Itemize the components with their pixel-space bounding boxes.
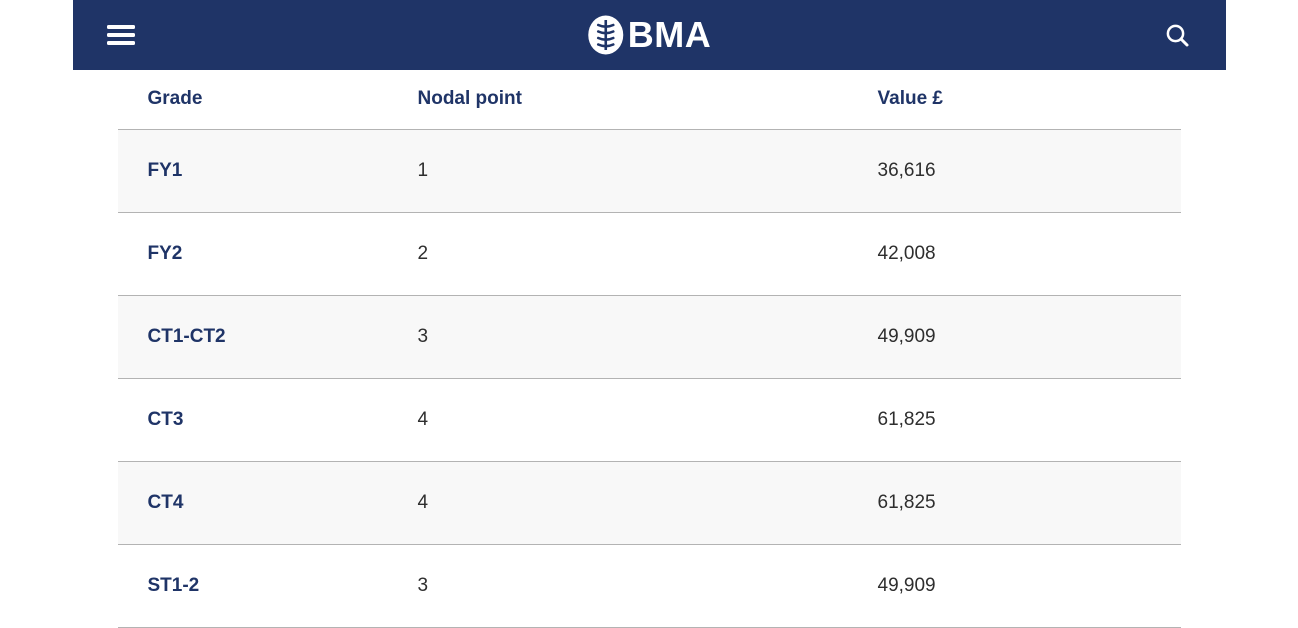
nodal-point-cell: 3 [417,574,429,596]
grade-cell: CT3 [147,408,184,430]
grade-cell: CT4 [147,491,184,513]
bma-logo[interactable]: BMA [587,14,711,56]
nodal-point-cell: 4 [417,408,429,430]
nodal-point-cell: 4 [417,491,429,513]
table-row: CT4 4 61,825 [117,461,1181,544]
column-header-grade: Grade [117,70,418,130]
table-row: FY2 2 42,008 [117,212,1181,295]
value-cell: 49,909 [877,574,936,596]
nodal-point-cell: 2 [417,242,429,264]
nodal-point-cell: 3 [417,325,429,347]
value-cell: 61,825 [877,408,936,430]
menu-button[interactable] [105,21,137,49]
value-cell: 42,008 [877,242,936,264]
table-header-row: Grade Nodal point Value £ [117,70,1181,130]
table-row: FY1 1 36,616 [117,129,1181,212]
grade-cell: FY1 [147,159,183,181]
table-row: CT1-CT2 3 49,909 [117,295,1181,378]
pay-table: Grade Nodal point Value £ FY1 1 36,616 F… [117,70,1181,628]
table-row: ST1-2 3 49,909 [117,544,1181,627]
nodal-point-cell: 1 [417,159,429,181]
grade-cell: FY2 [147,242,183,264]
table-body: FY1 1 36,616 FY2 2 42,008 CT1-CT2 3 49,9… [117,129,1181,627]
caduceus-icon [587,14,625,56]
header-bar: BMA [72,0,1226,70]
value-cell: 61,825 [877,491,936,513]
column-header-nodal-point: Nodal point [417,70,878,130]
value-cell: 36,616 [877,159,936,181]
brand-text: BMA [627,14,712,55]
search-icon [1164,22,1191,49]
table-row: CT3 4 61,825 [117,378,1181,461]
value-cell: 49,909 [877,325,936,347]
grade-cell: ST1-2 [147,574,200,596]
grade-cell: CT1-CT2 [147,325,226,347]
page-content: Grade Nodal point Value £ FY1 1 36,616 F… [73,70,1226,628]
table-header: Grade Nodal point Value £ [117,70,1181,130]
search-button[interactable] [1162,20,1193,51]
column-header-value: Value £ [877,70,1181,130]
